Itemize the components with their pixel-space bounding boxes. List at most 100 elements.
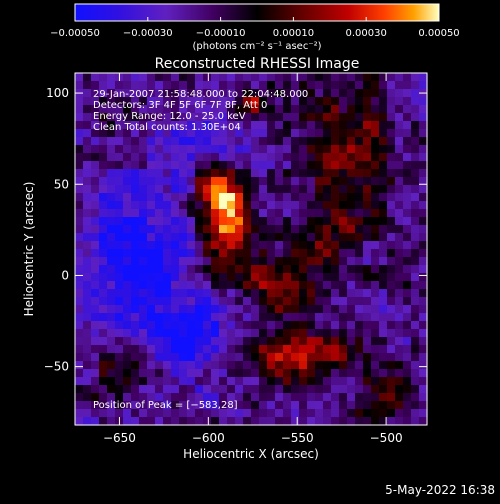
heatmap-cell	[83, 121, 92, 130]
heatmap-cell	[395, 145, 404, 154]
heatmap-cell	[347, 121, 356, 130]
heatmap-cell	[179, 353, 188, 362]
heatmap-cell	[99, 177, 108, 186]
heatmap-cell	[411, 289, 420, 298]
heatmap-cell	[115, 329, 124, 338]
heatmap-cell	[379, 73, 388, 82]
heatmap-cell	[227, 217, 236, 226]
heatmap-cell	[299, 185, 308, 194]
heatmap-cell	[411, 377, 420, 386]
heatmap-cell	[387, 113, 396, 122]
heatmap-cell	[267, 193, 276, 202]
heatmap-cell	[235, 329, 244, 338]
heatmap-cell	[355, 401, 364, 410]
heatmap-cell	[403, 281, 412, 290]
heatmap-cell	[131, 321, 140, 330]
heatmap-cell	[267, 201, 276, 210]
heatmap-cell	[411, 161, 420, 170]
heatmap-cell	[283, 321, 292, 330]
heatmap-cell	[371, 177, 380, 186]
heatmap-cell	[371, 385, 380, 394]
heatmap-cell	[355, 361, 364, 370]
heatmap-cell	[75, 121, 84, 130]
heatmap-cell	[219, 217, 228, 226]
heatmap-cell	[107, 169, 116, 178]
heatmap-cell	[395, 369, 404, 378]
heatmap-cell	[323, 121, 332, 130]
footer-timestamp: 5-May-2022 16:38	[385, 483, 495, 497]
heatmap-cell	[179, 257, 188, 266]
heatmap-cell	[371, 137, 380, 146]
heatmap-cell	[243, 249, 252, 258]
heatmap-cell	[227, 305, 236, 314]
heatmap-cell	[203, 345, 212, 354]
heatmap-cell	[331, 177, 340, 186]
heatmap-cell	[347, 353, 356, 362]
heatmap-cell	[211, 177, 220, 186]
heatmap-cell	[123, 345, 132, 354]
heatmap-cell	[155, 81, 164, 90]
heatmap-cell	[339, 321, 348, 330]
heatmap-cell	[107, 369, 116, 378]
heatmap-cell	[403, 233, 412, 242]
heatmap-cell	[195, 369, 204, 378]
heatmap-cell	[323, 89, 332, 98]
heatmap-cell	[91, 137, 100, 146]
heatmap-cell	[195, 289, 204, 298]
heatmap-cell	[91, 337, 100, 346]
x-axis-label: Heliocentric X (arcsec)	[183, 447, 319, 461]
heatmap-cell	[363, 273, 372, 282]
heatmap-cell	[91, 385, 100, 394]
heatmap-cell	[123, 145, 132, 154]
heatmap-cell	[371, 153, 380, 162]
heatmap-cell	[387, 225, 396, 234]
heatmap-cell	[227, 153, 236, 162]
heatmap-cell	[131, 113, 140, 122]
heatmap-cell	[243, 329, 252, 338]
heatmap-cell	[171, 401, 180, 410]
heatmap-cell	[91, 241, 100, 250]
heatmap-cell	[299, 385, 308, 394]
heatmap-cell	[411, 305, 420, 314]
heatmap-cell	[139, 169, 148, 178]
heatmap-cell	[179, 385, 188, 394]
heatmap-cell	[315, 201, 324, 210]
heatmap-cell	[235, 297, 244, 306]
heatmap-cell	[227, 249, 236, 258]
heatmap-cell	[155, 345, 164, 354]
heatmap-cell	[331, 305, 340, 314]
heatmap-cell	[83, 369, 92, 378]
heatmap-cell	[387, 129, 396, 138]
heatmap-cell	[99, 201, 108, 210]
heatmap-cell	[187, 345, 196, 354]
heatmap-cell	[251, 385, 260, 394]
heatmap-cell	[251, 257, 260, 266]
heatmap-cell	[155, 225, 164, 234]
heatmap-cell	[363, 121, 372, 130]
heatmap-cell	[75, 153, 84, 162]
heatmap-cell	[155, 193, 164, 202]
heatmap-cell	[99, 209, 108, 218]
heatmap-cell	[227, 113, 236, 122]
heatmap-cell	[419, 121, 428, 130]
heatmap-cell	[299, 169, 308, 178]
heatmap-cell	[419, 337, 428, 346]
heatmap-cell	[211, 225, 220, 234]
heatmap-cell	[347, 145, 356, 154]
heatmap-cell	[123, 105, 132, 114]
heatmap-cell	[91, 161, 100, 170]
heatmap-cell	[411, 281, 420, 290]
heatmap-cell	[107, 137, 116, 146]
heatmap-cell	[219, 329, 228, 338]
heatmap-cell	[163, 313, 172, 322]
heatmap-cell	[299, 353, 308, 362]
heatmap-cell	[363, 385, 372, 394]
heatmap-cell	[91, 417, 100, 426]
heatmap-cell	[323, 97, 332, 106]
heatmap-cell	[131, 289, 140, 298]
heatmap-cell	[195, 249, 204, 258]
heatmap-cell	[227, 257, 236, 266]
heatmap-cell	[419, 377, 428, 386]
heatmap-cell	[187, 353, 196, 362]
heatmap-cell	[291, 185, 300, 194]
